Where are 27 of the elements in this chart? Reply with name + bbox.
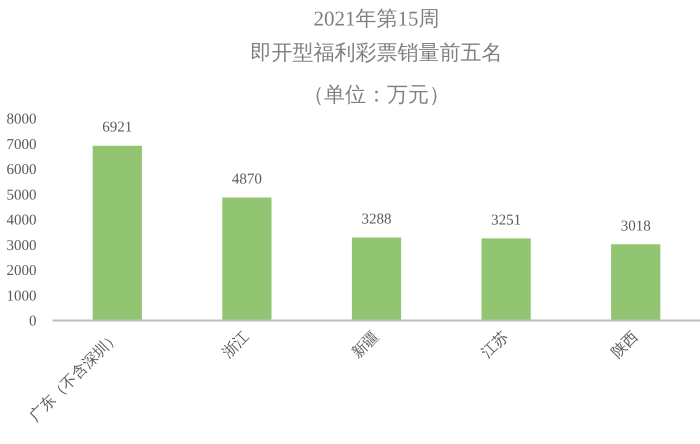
data-label: 3018 (620, 218, 651, 234)
bar (352, 237, 402, 320)
bar (92, 146, 142, 320)
y-tick-label: 5000 (6, 187, 36, 204)
data-label: 6921 (102, 120, 132, 136)
chart-subtitle: 即开型福利彩票销量前五名 (250, 40, 502, 64)
y-tick-label: 0 (29, 314, 36, 330)
chart-title: 2021年第15周 (314, 6, 440, 30)
x-tick-label: 江苏 (478, 328, 512, 362)
y-tick-label: 7000 (6, 136, 36, 153)
bar (222, 198, 272, 320)
text: （单位：万元） (303, 82, 450, 106)
y-tick-label: 2000 (6, 263, 36, 279)
data-label: 3288 (362, 211, 392, 228)
data-label: 3251 (491, 212, 522, 228)
y-tick-label: 1000 (6, 288, 36, 304)
x-tick-label: 新疆 (348, 328, 382, 362)
y-tick-label: 6000 (6, 162, 36, 178)
y-tick-label: 3000 (6, 238, 36, 254)
x-tick-label: 陕西 (608, 328, 642, 362)
y-tick-label: 8000 (6, 112, 36, 128)
x-tick-label: 浙江 (219, 328, 253, 362)
x-tick-label: 广东（不含深圳） (26, 328, 123, 426)
data-label: 4870 (232, 172, 262, 188)
bar (611, 244, 660, 320)
y-tick-label: 4000 (6, 212, 36, 228)
bar (481, 238, 531, 320)
